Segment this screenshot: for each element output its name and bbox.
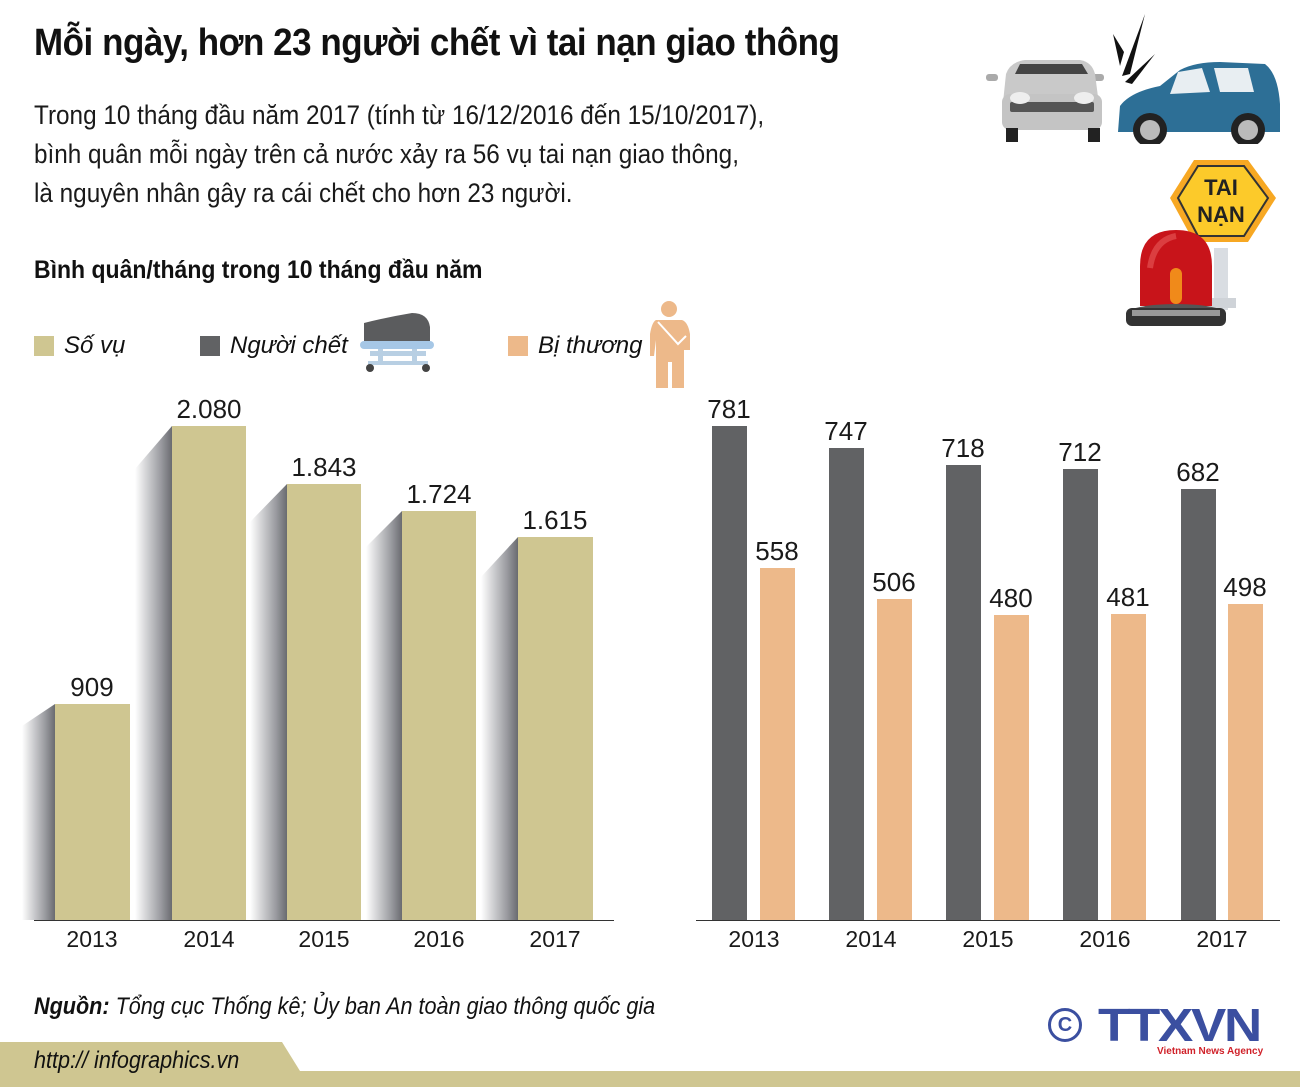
intro-line: Trong 10 tháng đầu năm 2017 (tính từ 16/… [34, 100, 765, 130]
source-note: Nguồn: Tổng cục Thống kê; Ủy ban An toàn… [34, 993, 655, 1021]
injured-person-icon [650, 301, 690, 388]
value-label: 1.724 [406, 479, 472, 509]
footer-band [0, 1071, 1300, 1087]
x-tick-label: 2014 [183, 926, 235, 952]
copyright-icon: ©C [1048, 1008, 1082, 1042]
car-crash-icon [986, 14, 1280, 144]
value-label: 480 [989, 583, 1033, 613]
x-tick-label: 2013 [66, 926, 118, 952]
site-url[interactable]: http:// infographics.vn [34, 1047, 240, 1074]
bar-injuries-2013 [760, 568, 795, 920]
bar-injuries-2015 [994, 615, 1029, 920]
bar-deaths-2016 [1063, 469, 1098, 920]
legend-label-cases: Số vụ [64, 332, 126, 359]
bar-cases-2014 [172, 426, 246, 920]
value-label: 1.615 [522, 505, 588, 535]
value-label: 682 [1176, 457, 1220, 487]
bar-cases-2017 [518, 537, 593, 920]
x-tick-label: 2017 [1196, 926, 1248, 952]
value-label: 558 [755, 536, 799, 566]
value-label: 498 [1223, 572, 1267, 602]
source-text: Tổng cục Thống kê; Ủy ban An toàn giao t… [109, 993, 656, 1020]
accident-sign-icon: TAI NẠN [1126, 160, 1276, 326]
legend-item-cases: Số vụ [34, 332, 125, 360]
bar-injuries-2014 [877, 599, 912, 920]
value-label: 909 [70, 672, 114, 702]
sign-text-1: TAI [1204, 175, 1238, 200]
intro-line: là nguyên nhân gây ra cái chết cho hơn 2… [34, 178, 573, 208]
bar-shadow [135, 426, 172, 920]
source-label: Nguồn: [34, 993, 110, 1020]
x-tick-label: 2015 [298, 926, 350, 952]
page-title: Mỗi ngày, hơn 23 người chết vì tai nạn g… [34, 22, 840, 64]
x-tick-label: 2016 [1079, 926, 1131, 952]
x-axis-line [34, 920, 614, 921]
chart-subtitle: Bình quân/tháng trong 10 tháng đầu năm [34, 256, 483, 284]
bar-shadow [366, 511, 402, 920]
ttxvn-logo: TTXVN [1098, 999, 1262, 1051]
x-tick-label: 2017 [529, 926, 581, 952]
legend-swatch-deaths [200, 336, 220, 356]
x-tick-label: 2015 [962, 926, 1014, 952]
url-tab [0, 1042, 300, 1087]
bar-injuries-2017 [1228, 604, 1263, 920]
value-label: 747 [824, 416, 868, 446]
legend-label-deaths: Người chết [230, 332, 348, 359]
intro-line: bình quân mỗi ngày trên cả nước xảy ra 5… [34, 139, 739, 169]
x-axis-line [696, 920, 1280, 921]
logo-subtext: Vietnam News Agency [1157, 1046, 1264, 1057]
bar-deaths-2017 [1181, 489, 1216, 920]
bar-shadow [250, 484, 287, 920]
bar-cases-2015 [287, 484, 361, 920]
bar-deaths-2014 [829, 448, 864, 920]
value-label: 718 [941, 433, 985, 463]
value-label: 506 [872, 567, 916, 597]
bar-shadow [22, 704, 55, 920]
bar-injuries-2016 [1111, 614, 1146, 920]
x-tick-label: 2013 [728, 926, 780, 952]
stretcher-icon [360, 313, 434, 372]
bar-cases-2013 [55, 704, 130, 920]
bar-cases-2016 [402, 511, 476, 920]
x-tick-label: 2016 [413, 926, 465, 952]
legend-swatch-injuries [508, 336, 528, 356]
bar-deaths-2015 [946, 465, 981, 920]
value-label: 712 [1058, 437, 1102, 467]
bar-deaths-2013 [712, 426, 747, 920]
value-label: 2.080 [176, 394, 242, 424]
legend-item-deaths: Người chết [200, 332, 348, 360]
x-tick-label: 2014 [845, 926, 897, 952]
legend-label-injuries: Bị thương [538, 332, 643, 359]
sign-text-2: NẠN [1197, 202, 1245, 227]
value-label: 781 [707, 394, 751, 424]
value-label: 481 [1106, 582, 1150, 612]
value-label: 1.843 [291, 452, 357, 482]
intro-text: Trong 10 tháng đầu năm 2017 (tính từ 16/… [34, 96, 764, 213]
bar-shadow [481, 537, 518, 920]
legend-swatch-cases [34, 336, 54, 356]
legend-item-injuries: Bị thương [508, 332, 642, 360]
